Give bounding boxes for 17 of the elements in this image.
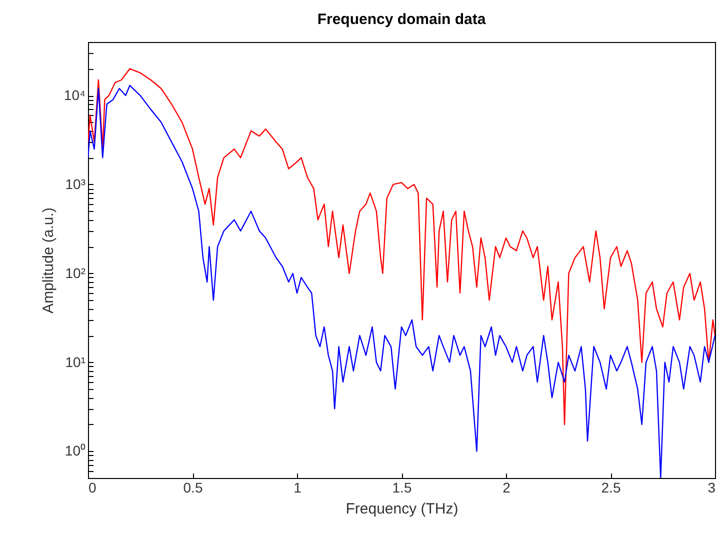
x-axis-title: Frequency (THz)	[346, 500, 458, 518]
y-tick-label: 10⁴	[64, 87, 86, 104]
x-tick-label: 3	[708, 480, 716, 496]
y-tick-label: 10²	[65, 264, 86, 281]
x-tick-label: 0	[88, 480, 96, 496]
chart-title: Frequency domain data	[317, 11, 486, 28]
x-tick-label: 2.5	[601, 480, 621, 496]
x-tick-label: 1	[294, 480, 302, 496]
x-tick-label: 1.5	[392, 480, 412, 496]
y-tick-label: 10⁰	[64, 442, 86, 459]
line-series	[88, 84, 715, 478]
y-axis-title: Amplitude (a.u.)	[40, 208, 57, 314]
x-tick-label: 0.5	[183, 480, 203, 496]
y-tick-label: 10¹	[65, 354, 86, 370]
line-series	[88, 68, 715, 426]
y-tick-label: 10³	[65, 176, 86, 192]
x-tick-label: 2	[502, 480, 511, 496]
